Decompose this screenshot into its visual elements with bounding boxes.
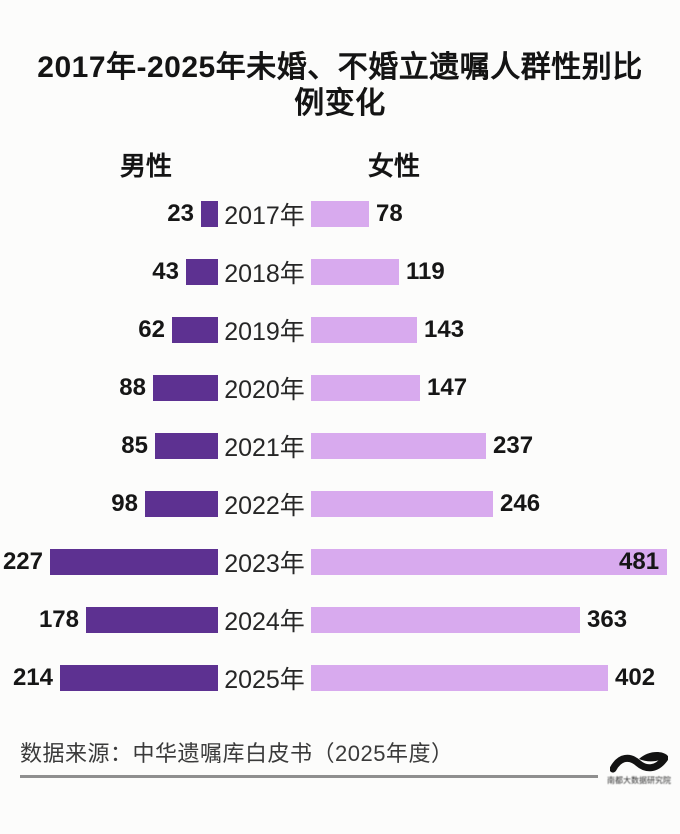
female-bar-area: 363 [311,606,667,633]
infographic-page: 2017年-2025年未婚、不婚立遗嘱人群性别比例变化 男性 女性 23 2017… [0,50,680,834]
male-bar-area: 227 [0,548,218,575]
year-label: 2022年 [224,492,305,520]
chart-row: 85 2021年 237 [0,432,680,462]
female-value-label: 237 [493,432,534,459]
female-bar [311,665,608,691]
female-bar [311,491,493,517]
year-label: 2021年 [224,434,305,462]
male-value-label: 98 [111,490,138,517]
female-bar [311,375,420,401]
chart-row: 62 2019年 143 [0,316,680,346]
year-label: 2025年 [224,666,305,694]
male-value-label: 23 [167,200,194,227]
female-bar [311,317,417,343]
male-bar-area: 214 [0,664,218,691]
wave-logo-icon [610,751,668,773]
footer-divider [20,775,598,778]
female-bar [311,201,369,227]
female-bar-area: 481 [311,548,667,575]
male-bar [153,375,218,401]
female-value-label: 246 [500,490,541,517]
female-bar [311,549,667,575]
male-value-label: 227 [2,548,43,575]
male-value-label: 178 [38,606,79,633]
male-value-label: 88 [119,374,146,401]
male-bar-area: 23 [0,200,218,227]
female-value-label: 147 [427,374,468,401]
female-value-label: 402 [615,664,656,691]
male-value-label: 43 [152,258,179,285]
male-bar [86,607,218,633]
chart-row: 227 2023年 481 [0,548,680,578]
year-label: 2017年 [224,202,305,230]
male-value-label: 62 [138,316,165,343]
chart-row: 98 2022年 246 [0,490,680,520]
male-bar [145,491,218,517]
female-value-label: 143 [424,316,465,343]
female-bar-area: 119 [311,258,667,285]
male-bar [50,549,218,575]
female-bar [311,607,580,633]
legend: 男性 女性 [120,146,680,183]
bar-chart: 23 2017年 78 43 2018年 119 62 2019年 143 88 2020年 147 8… [0,200,680,694]
female-bar-area: 147 [311,374,667,401]
year-label: 2024年 [224,608,305,636]
chart-row: 23 2017年 78 [0,200,680,230]
year-label: 2020年 [224,376,305,404]
year-label: 2019年 [224,318,305,346]
male-value-label: 85 [121,432,148,459]
female-value-label: 481 [619,548,660,575]
male-value-label: 214 [12,664,53,691]
male-bar [186,259,218,285]
footer: 数据来源：中华遗嘱库白皮书（2025年度） 南都大数据研究院 [0,736,680,785]
female-value-label: 78 [376,200,403,227]
male-bar-area: 88 [0,374,218,401]
male-bar [60,665,218,691]
female-bar-area: 402 [311,664,667,691]
male-bar [201,201,218,227]
male-bar-area: 43 [0,258,218,285]
female-bar-area: 246 [311,490,667,517]
female-bar-area: 78 [311,200,667,227]
chart-row: 214 2025年 402 [0,664,680,694]
male-bar-area: 98 [0,490,218,517]
year-label: 2023年 [224,550,305,578]
female-bar-area: 237 [311,432,667,459]
chart-row: 88 2020年 147 [0,374,680,404]
chart-row: 178 2024年 363 [0,606,680,636]
male-bar-area: 85 [0,432,218,459]
chart-title: 2017年-2025年未婚、不婚立遗嘱人群性别比例变化 [37,51,643,120]
female-bar-area: 143 [311,316,667,343]
chart-row: 43 2018年 119 [0,258,680,288]
data-source-text: 数据来源：中华遗嘱库白皮书（2025年度） [20,741,454,766]
female-value-label: 363 [587,606,628,633]
publisher-watermark: 南都大数据研究院 [606,750,672,786]
female-bar [311,259,399,285]
male-bar [155,433,218,459]
female-bar [311,433,486,459]
male-bar [172,317,218,343]
male-bar-area: 62 [0,316,218,343]
female-value-label: 119 [406,258,445,285]
watermark-text: 南都大数据研究院 [607,776,671,785]
male-bar-area: 178 [0,606,218,633]
legend-female-label: 女性 [368,151,421,181]
year-label: 2018年 [224,260,305,288]
legend-male-label: 男性 [120,151,173,181]
